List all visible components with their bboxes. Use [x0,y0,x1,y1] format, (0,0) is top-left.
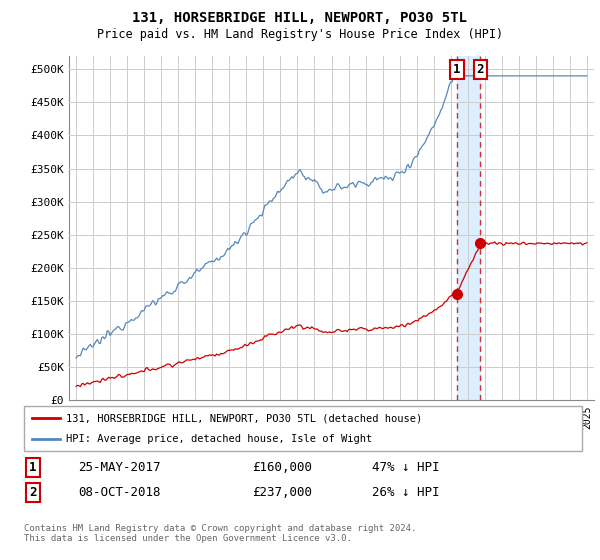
Text: Contains HM Land Registry data © Crown copyright and database right 2024.
This d: Contains HM Land Registry data © Crown c… [24,524,416,543]
Text: 2: 2 [29,486,37,500]
Text: 26% ↓ HPI: 26% ↓ HPI [372,486,439,500]
Text: 08-OCT-2018: 08-OCT-2018 [78,486,161,500]
Text: 131, HORSEBRIDGE HILL, NEWPORT, PO30 5TL (detached house): 131, HORSEBRIDGE HILL, NEWPORT, PO30 5TL… [66,413,422,423]
Text: £160,000: £160,000 [252,461,312,474]
Text: 131, HORSEBRIDGE HILL, NEWPORT, PO30 5TL: 131, HORSEBRIDGE HILL, NEWPORT, PO30 5TL [133,11,467,25]
Text: 47% ↓ HPI: 47% ↓ HPI [372,461,439,474]
Text: £237,000: £237,000 [252,486,312,500]
FancyBboxPatch shape [24,406,582,451]
Bar [457,56,481,400]
Text: 1: 1 [29,461,37,474]
Text: 2: 2 [477,63,484,76]
Text: 1: 1 [453,63,461,76]
Text: 25-MAY-2017: 25-MAY-2017 [78,461,161,474]
Text: Price paid vs. HM Land Registry's House Price Index (HPI): Price paid vs. HM Land Registry's House … [97,28,503,41]
Text: HPI: Average price, detached house, Isle of Wight: HPI: Average price, detached house, Isle… [66,433,372,444]
